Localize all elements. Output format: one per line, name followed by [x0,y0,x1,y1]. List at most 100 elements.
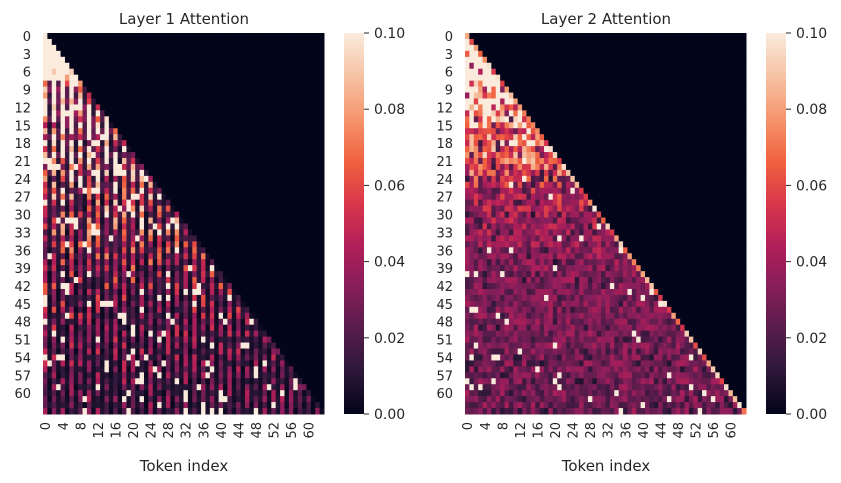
heatmap-cell [517,33,523,40]
heatmap-cell [104,217,110,224]
heatmap-cell [174,44,180,52]
heatmap-cell [69,110,75,117]
heatmap-cell [218,181,224,189]
heatmap-cell [130,384,136,391]
heatmap-cell [465,104,470,111]
heatmap-cell [280,74,285,82]
heatmap-cell [196,158,202,165]
heatmap-cell [288,277,294,284]
heatmap-cell [240,80,246,88]
heatmap-cell [275,288,281,296]
heatmap-cell [152,205,158,213]
heatmap-cell [244,348,250,355]
heatmap-cell [236,259,242,266]
heatmap-cell [157,229,163,236]
heatmap-cell [126,342,132,350]
heatmap-cell [570,62,576,70]
heatmap-cell [469,62,475,70]
heatmap-cell [706,44,712,52]
heatmap-cell [258,104,264,111]
heatmap-cell [47,378,53,385]
heatmap-cell [548,38,554,46]
heatmap-cell [201,56,206,64]
heatmap-cell [214,241,220,248]
heatmap-cell [258,300,264,308]
heatmap-cell [108,235,114,242]
heatmap-cell [223,312,228,320]
heatmap-cell [179,116,184,123]
heatmap-cell [157,68,163,76]
heatmap-cell [82,50,88,58]
heatmap-cell [258,199,264,207]
heatmap-cell [465,92,470,99]
heatmap-cell [126,98,132,105]
heatmap-cell [284,193,290,201]
heatmap-cell [284,348,290,355]
heatmap-cell [196,384,202,391]
heatmap-cell [148,98,154,105]
heatmap-cell [86,163,92,171]
heatmap-cell [535,80,541,88]
heatmap-cell [249,390,255,397]
heatmap-cell [315,163,321,171]
heatmap-cell [244,110,250,117]
heatmap-cell [51,62,57,70]
heatmap-cell [95,110,101,117]
heatmap-cell [306,122,312,129]
heatmap-cell [122,330,127,338]
heatmap-cell [201,80,206,88]
heatmap-cell [126,116,132,123]
heatmap-cell [218,152,224,159]
heatmap-cell [196,229,202,236]
heatmap-cell [201,253,206,260]
heatmap-cell [262,265,268,272]
heatmap-cell [302,62,307,70]
heatmap-cell [535,98,541,105]
heatmap-cell [218,283,224,290]
heatmap-cell [592,62,598,70]
heatmap-cell [288,390,294,397]
heatmap-cell [78,348,84,355]
heatmap-cell [249,44,255,52]
heatmap-cell [69,342,75,350]
heatmap-cell [306,342,312,350]
heatmap-cell [601,98,606,105]
x-tick-label: 40 [215,422,230,439]
heatmap-cell [645,38,650,46]
heatmap-cell [113,110,119,117]
heatmap-cell [152,217,158,224]
heatmap-cell [64,283,70,290]
heatmap-cell [601,86,606,94]
heatmap-cell [280,271,285,278]
heatmap-cell [249,300,255,308]
heatmap-cell [266,80,272,88]
heatmap-cell [86,241,92,248]
heatmap-cell [671,56,677,64]
heatmap-cell [95,354,101,361]
heatmap-cell [737,62,743,70]
heatmap-cell [262,247,268,254]
heatmap-cell [95,396,101,403]
heatmap-cell [262,330,268,338]
heatmap-cell [152,110,158,117]
heatmap-cell [174,134,180,141]
heatmap-cell [214,360,220,367]
heatmap-cell [187,193,193,201]
heatmap-cell [710,44,716,52]
heatmap-cell [170,288,176,296]
heatmap-cell [653,86,659,94]
heatmap-cell [43,378,48,385]
heatmap-cell [240,247,246,254]
heatmap-cell [187,366,193,373]
heatmap-cell [108,140,114,147]
heatmap-cell [653,80,659,88]
heatmap-cell [73,86,79,94]
heatmap-cell [95,44,101,52]
heatmap-cell [130,271,136,278]
heatmap-cell [649,104,655,111]
heatmap-cell [258,86,264,94]
heatmap-cell [680,98,686,105]
heatmap-cell [473,33,479,40]
heatmap-cell [297,372,303,379]
heatmap-cell [205,187,211,195]
